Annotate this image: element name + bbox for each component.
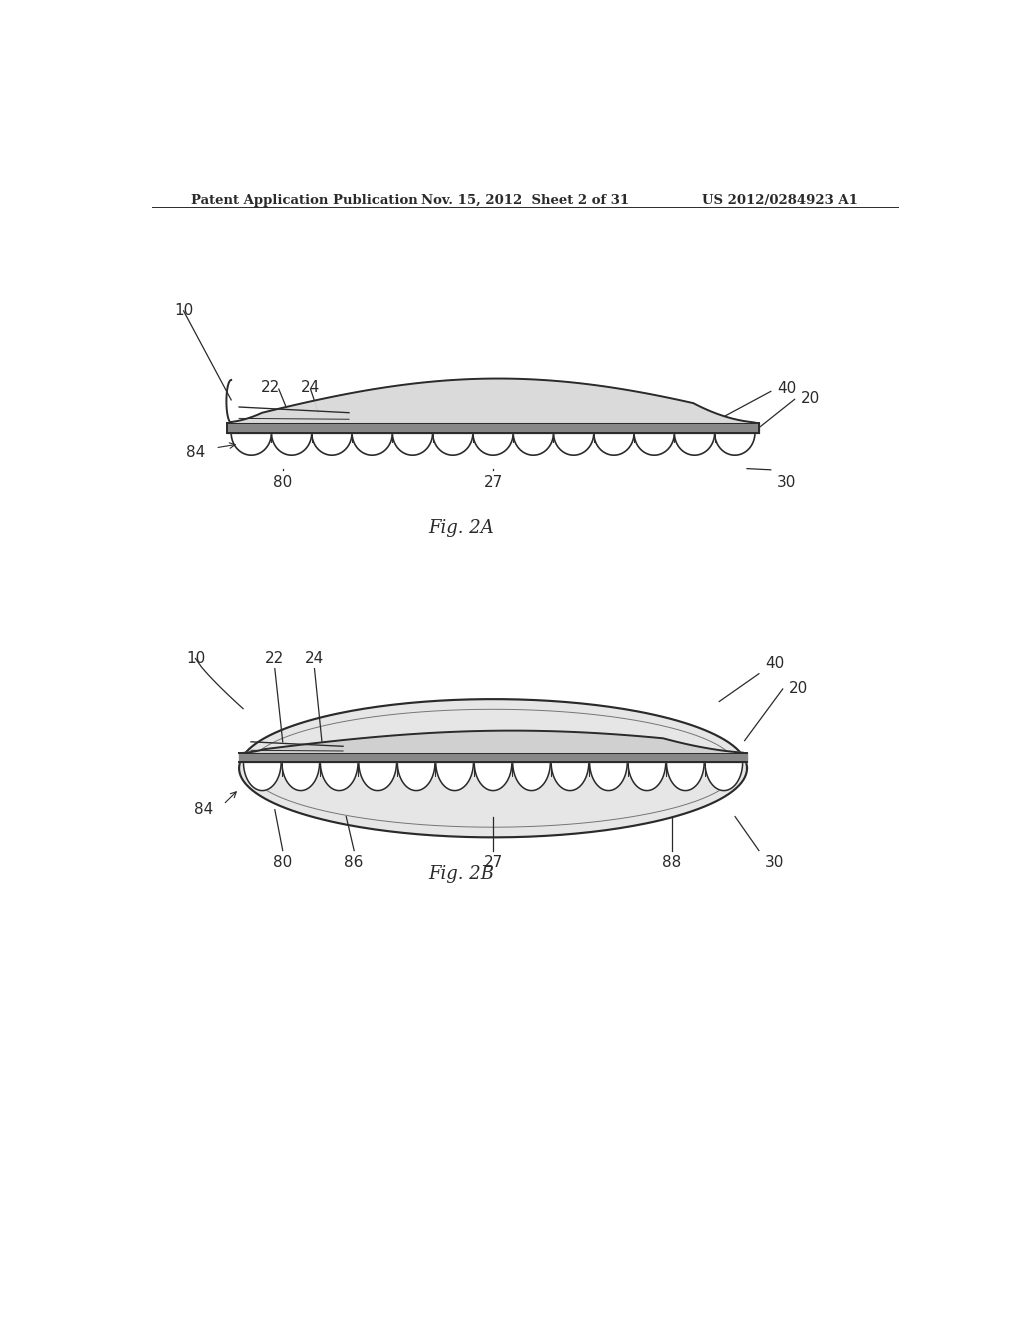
Polygon shape <box>311 433 352 455</box>
Text: 22: 22 <box>265 651 285 667</box>
Text: 22: 22 <box>261 380 281 395</box>
Polygon shape <box>675 433 715 455</box>
Polygon shape <box>321 762 358 791</box>
Text: 40: 40 <box>777 381 797 396</box>
Polygon shape <box>715 433 755 455</box>
Text: 27: 27 <box>483 855 503 870</box>
Polygon shape <box>436 762 473 791</box>
Polygon shape <box>513 433 554 455</box>
Polygon shape <box>244 762 282 791</box>
Text: Fig. 2A: Fig. 2A <box>428 519 495 537</box>
Polygon shape <box>667 762 705 791</box>
Text: 84: 84 <box>185 445 205 461</box>
Polygon shape <box>513 762 550 791</box>
Polygon shape <box>392 433 432 455</box>
Text: 24: 24 <box>301 380 321 395</box>
Polygon shape <box>231 379 755 422</box>
Text: 27: 27 <box>483 474 503 490</box>
Polygon shape <box>554 433 594 455</box>
Polygon shape <box>282 762 319 791</box>
Polygon shape <box>551 762 589 791</box>
Text: 80: 80 <box>273 474 293 490</box>
Text: Nov. 15, 2012  Sheet 2 of 31: Nov. 15, 2012 Sheet 2 of 31 <box>421 194 629 207</box>
Polygon shape <box>634 433 675 455</box>
Polygon shape <box>243 731 743 752</box>
Polygon shape <box>352 433 392 455</box>
Polygon shape <box>432 433 473 455</box>
Polygon shape <box>240 700 748 837</box>
Text: 40: 40 <box>765 656 784 671</box>
Polygon shape <box>358 762 396 791</box>
Text: 10: 10 <box>185 651 205 667</box>
Text: 86: 86 <box>344 855 364 870</box>
Polygon shape <box>628 762 666 791</box>
Text: 84: 84 <box>194 803 213 817</box>
Polygon shape <box>231 433 271 455</box>
Polygon shape <box>473 433 513 455</box>
Text: 80: 80 <box>273 855 293 870</box>
Text: 24: 24 <box>305 651 325 667</box>
Text: 30: 30 <box>777 474 797 490</box>
Text: 30: 30 <box>765 855 784 870</box>
Polygon shape <box>271 433 311 455</box>
Polygon shape <box>397 762 435 791</box>
Text: 20: 20 <box>801 391 820 407</box>
Text: 10: 10 <box>174 304 194 318</box>
Polygon shape <box>705 762 742 791</box>
Polygon shape <box>590 762 628 791</box>
Text: Patent Application Publication: Patent Application Publication <box>191 194 418 207</box>
Polygon shape <box>474 762 512 791</box>
Polygon shape <box>594 433 634 455</box>
Text: US 2012/0284923 A1: US 2012/0284923 A1 <box>702 194 858 207</box>
Text: 88: 88 <box>662 855 681 870</box>
Text: 20: 20 <box>788 681 808 697</box>
Text: Fig. 2B: Fig. 2B <box>428 865 495 883</box>
